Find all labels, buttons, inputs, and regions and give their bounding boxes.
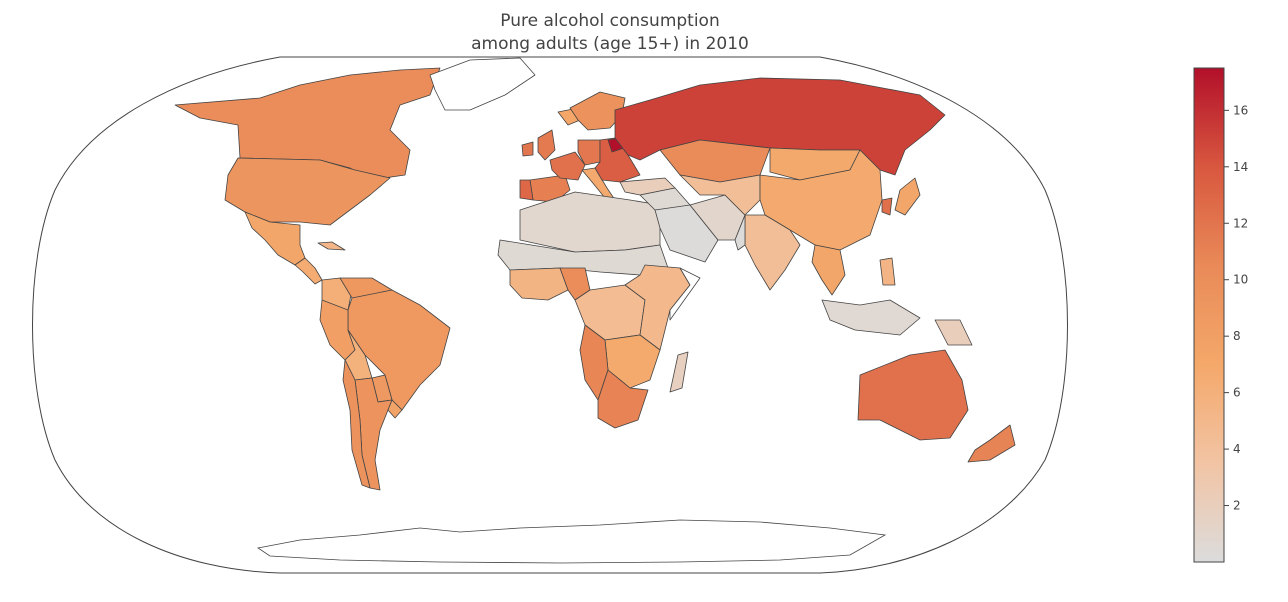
- region-greenland[interactable]: [429, 57, 536, 111]
- chart-title-line2: among adults (age 15+) in 2010: [471, 34, 749, 54]
- region-madagascar[interactable]: [669, 351, 689, 393]
- colorbar-tick-label: 16: [1233, 103, 1248, 117]
- region-central-asia[interactable]: [679, 174, 761, 216]
- colorbar-tick-label: 10: [1233, 273, 1248, 287]
- colorbar-gradient: [1193, 67, 1225, 563]
- region-india[interactable]: [744, 214, 801, 291]
- chart-title: Pure alcohol consumption among adults (a…: [290, 10, 930, 56]
- map-regions: [174, 57, 1016, 564]
- colorbar-tick-label: 4: [1233, 442, 1241, 456]
- region-antarctica: [256, 519, 887, 564]
- region-pakistan[interactable]: [734, 214, 746, 251]
- region-philippines[interactable]: [879, 257, 896, 286]
- region-ireland[interactable]: [521, 141, 534, 157]
- region-united-kingdom[interactable]: [537, 129, 556, 161]
- chart-title-line1: Pure alcohol consumption: [500, 11, 720, 31]
- region-cuba[interactable]: [317, 241, 346, 251]
- region-portugal[interactable]: [519, 179, 534, 201]
- region-chile[interactable]: [342, 359, 371, 489]
- region-russia[interactable]: [614, 77, 946, 176]
- colorbar-tick-label: 14: [1233, 160, 1248, 174]
- region-japan[interactable]: [894, 177, 921, 216]
- colorbar-tick-label: 6: [1233, 386, 1241, 400]
- colorbar-ticks: 2 4 6 8 10 12 14 16: [1224, 103, 1248, 513]
- region-papua-new-guinea[interactable]: [934, 319, 973, 346]
- region-korea[interactable]: [881, 197, 893, 216]
- colorbar: 2 4 6 8 10 12 14 16: [1193, 67, 1248, 563]
- region-france[interactable]: [549, 151, 586, 181]
- region-germany[interactable]: [577, 139, 601, 166]
- region-indonesia[interactable]: [821, 299, 921, 336]
- region-united-states[interactable]: [224, 157, 391, 226]
- colorbar-tick-label: 2: [1233, 499, 1241, 513]
- region-southeast-asia[interactable]: [811, 244, 846, 296]
- colorbar-tick-label: 8: [1233, 329, 1241, 343]
- colorbar-tick-label: 12: [1233, 216, 1248, 230]
- region-uruguay[interactable]: [387, 399, 403, 419]
- region-new-zealand[interactable]: [967, 424, 1016, 463]
- region-canada[interactable]: [174, 67, 441, 181]
- region-australia[interactable]: [857, 349, 969, 441]
- region-south-africa[interactable]: [597, 369, 649, 429]
- region-somalia[interactable]: [669, 267, 701, 321]
